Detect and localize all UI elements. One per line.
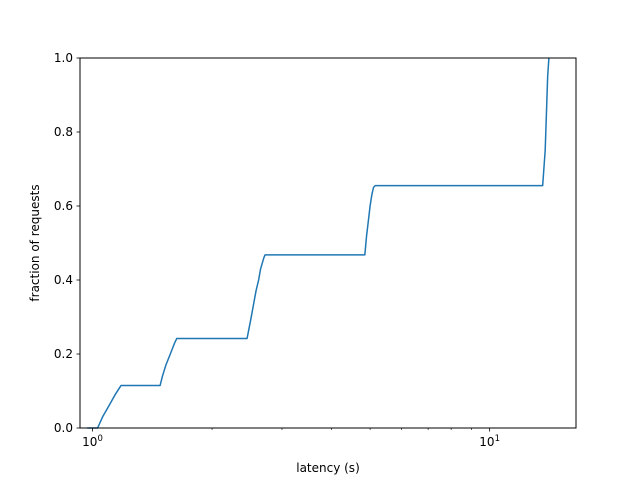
x-tick-label-1: 101 bbox=[479, 434, 500, 449]
y-tick-label-4: 0.8 bbox=[54, 125, 73, 139]
x-tick-label-0: 100 bbox=[82, 434, 103, 449]
x-axis-label: latency (s) bbox=[296, 461, 360, 475]
y-tick-label-2: 0.4 bbox=[54, 273, 73, 287]
y-axis: 0.0 0.2 0.4 0.6 0.8 1.0 bbox=[54, 51, 80, 435]
series-layer bbox=[87, 57, 550, 429]
series-line-0 bbox=[87, 57, 550, 429]
y-tick-label-0: 0.0 bbox=[54, 421, 73, 435]
x-axis: 100 101 bbox=[82, 428, 500, 449]
y-tick-label-5: 1.0 bbox=[54, 51, 73, 65]
y-tick-label-1: 0.2 bbox=[54, 347, 73, 361]
plot-frame bbox=[79, 57, 577, 429]
y-axis-label: fraction of requests bbox=[28, 184, 42, 301]
y-tick-label-3: 0.6 bbox=[54, 199, 73, 213]
